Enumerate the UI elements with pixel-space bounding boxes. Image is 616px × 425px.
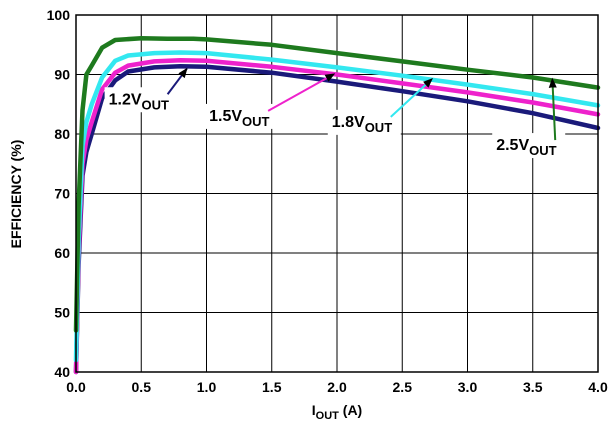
y-axis-title: EFFICIENCY (%)	[8, 140, 24, 249]
annotations-group: 1.2VOUT 1.5VOUT 1.8VOUT 2.5VOUT	[104, 67, 566, 159]
y-tick-labels: 40 50 60 70 80 90 100	[47, 7, 71, 380]
x-tick-label-3: 1.5	[262, 379, 282, 395]
x-tick-label-7: 3.5	[523, 379, 543, 395]
y-tick-label-4: 80	[54, 126, 70, 142]
annotation-arrow-1	[267, 73, 336, 112]
annotation-label-1: 1.5VOUT	[209, 108, 269, 129]
x-tick-label-6: 3.0	[458, 379, 478, 395]
x-axis-title-rest: (A)	[339, 402, 362, 418]
y-tick-label-0: 40	[54, 364, 70, 380]
annotation-arrow-0	[166, 67, 188, 95]
y-tick-label-1: 50	[54, 305, 70, 321]
annotation-label-3: 2.5VOUT	[496, 137, 556, 158]
annotation-label-2: 1.8VOUT	[332, 114, 392, 135]
x-tick-label-1: 0.5	[132, 379, 152, 395]
y-tick-label-6: 100	[47, 7, 71, 23]
x-tick-label-5: 2.5	[393, 379, 413, 395]
annotation-bg-2	[327, 109, 401, 135]
x-axis-title: IOUT (A)	[312, 402, 362, 422]
y-tick-label-2: 60	[54, 245, 70, 261]
y-tick-label-5: 90	[54, 67, 70, 83]
annotation-label-0: 1.2VOUT	[109, 91, 169, 112]
annotation-bg-0	[104, 87, 178, 113]
plot-frame	[75, 14, 599, 373]
annotation-arrow-3	[548, 77, 557, 141]
x-tick-label-4: 2.0	[327, 379, 347, 395]
x-tick-labels: 0.0 0.5 1.0 1.5 2.0 2.5 3.0 3.5 4.0	[66, 379, 608, 395]
annotation-bg-3	[492, 133, 566, 159]
x-axis-title-sub: OUT	[316, 410, 340, 422]
x-tick-label-2: 1.0	[197, 379, 217, 395]
annotation-arrow-2	[390, 77, 434, 118]
x-tick-label-0: 0.0	[66, 379, 86, 395]
x-axis-title-main: I	[312, 402, 316, 418]
series-line-3	[73, 35, 601, 333]
y-tick-label-3: 70	[54, 186, 70, 202]
annotation-bg-1	[205, 103, 279, 129]
x-tick-label-8: 4.0	[588, 379, 608, 395]
